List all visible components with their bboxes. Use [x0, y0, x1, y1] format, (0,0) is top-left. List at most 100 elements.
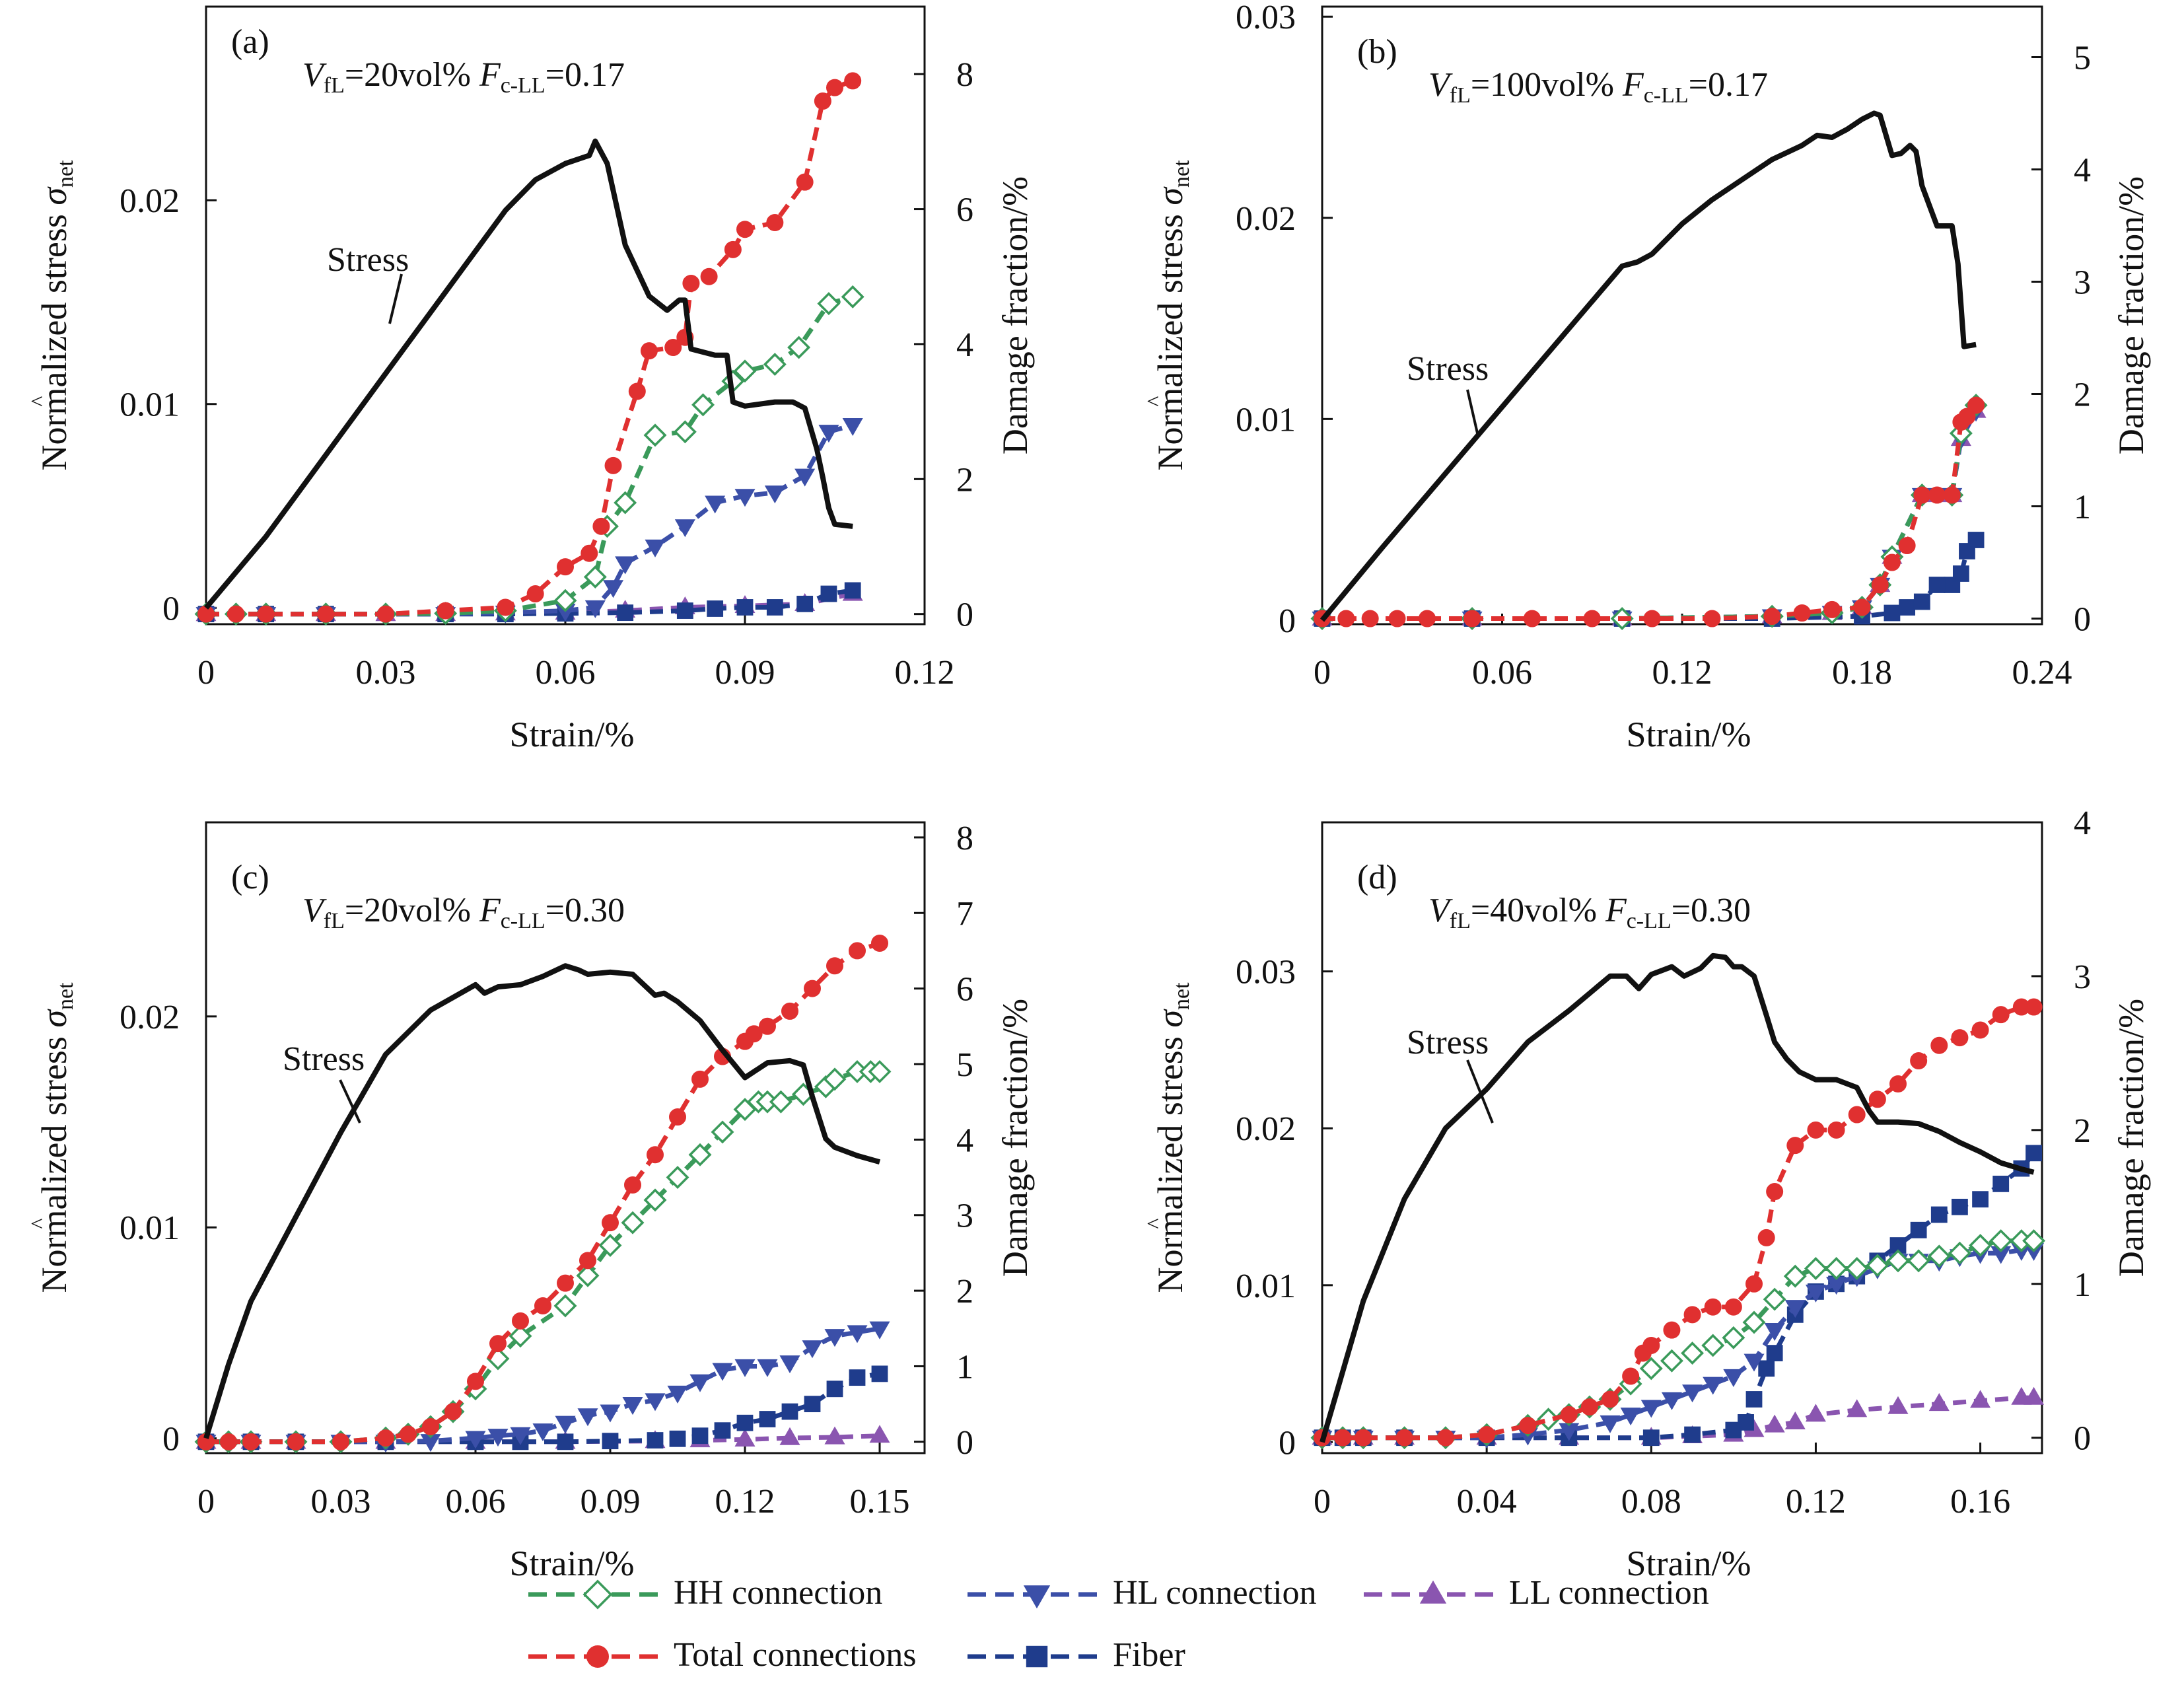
- y2-axis-label: Damage fraction/%: [2111, 176, 2151, 454]
- stress-curve: [203, 138, 853, 610]
- y-tick-label: 0: [162, 590, 180, 627]
- data-point-hl: [674, 519, 695, 538]
- data-point-total: [1898, 537, 1916, 554]
- x-tick-label: 0.09: [581, 1483, 641, 1520]
- y-tick-label: 0.02: [120, 182, 180, 220]
- legend: HH connection HL connection LL connection T…: [528, 1574, 1709, 1674]
- data-point-fiber: [1972, 1191, 1989, 1208]
- series-line-hh: [1322, 1238, 2034, 1441]
- data-point-total: [489, 1335, 507, 1353]
- x-tick-label: 0: [1314, 1483, 1331, 1520]
- data-point-fiber: [1684, 1426, 1701, 1443]
- data-point-hl: [1620, 1408, 1641, 1426]
- data-point-total: [1388, 610, 1406, 627]
- x-tick-label: 0.06: [1472, 654, 1532, 692]
- series-line-ll: [1322, 1395, 2034, 1441]
- y2-tick-label: 1: [2074, 489, 2091, 526]
- data-point-hh: [666, 1166, 689, 1190]
- data-point-fiber: [1642, 1429, 1660, 1447]
- data-point-hl: [824, 1329, 845, 1347]
- data-point-fiber: [647, 1432, 664, 1449]
- y-axis-label-hat: ^: [27, 1218, 52, 1229]
- data-point-fiber: [849, 1369, 866, 1386]
- data-point-hh: [1989, 1229, 2013, 1253]
- data-point-fiber: [844, 582, 861, 599]
- y-axis-label-symbol: σ: [1150, 186, 1190, 205]
- data-point-total: [700, 268, 718, 285]
- panel-label: (a): [231, 23, 269, 61]
- data-point-hl: [645, 1393, 666, 1412]
- data-point-total: [1827, 1121, 1845, 1139]
- x-axis-label: Strain/%: [1627, 1544, 1751, 1583]
- data-point-hh: [2022, 1229, 2046, 1253]
- y2-tick-label: 2: [2074, 376, 2091, 414]
- data-point-total: [1853, 598, 1871, 616]
- data-point-ll: [1784, 1412, 1806, 1430]
- parameter-annotation: VfL=40vol% Fc-LL=0.30: [1428, 892, 1751, 933]
- data-point-hl: [689, 1374, 711, 1392]
- series-hl: [1312, 1242, 2045, 1449]
- legend-marker-fiber: [1026, 1645, 1048, 1668]
- legend-item-fiber: Fiber: [968, 1636, 1185, 1674]
- data-point-hh: [817, 292, 841, 316]
- param-f-subscript: c-LL: [1627, 909, 1672, 933]
- data-point-fiber: [826, 1380, 843, 1398]
- param-f-value: =0.17: [1689, 66, 1768, 104]
- y-axis-label-subscript: net: [53, 982, 78, 1010]
- data-point-fiber: [796, 595, 814, 612]
- param-v-value: =20vol%: [345, 56, 479, 94]
- data-point-fiber: [691, 1427, 709, 1445]
- data-point-hh: [553, 1294, 577, 1318]
- y2-tick-label: 6: [956, 971, 973, 1009]
- series-hh: [194, 285, 864, 626]
- param-v-subscript: fL: [1450, 909, 1471, 933]
- data-point-fiber: [1738, 1414, 1754, 1431]
- data-point-total: [579, 1252, 596, 1270]
- y-tick-label: 0.01: [120, 386, 180, 424]
- data-point-fiber: [736, 599, 754, 616]
- data-point-total: [1883, 554, 1901, 571]
- data-point-total: [849, 942, 866, 960]
- data-point-hh: [1825, 1257, 1849, 1280]
- y-axis-label: Normalized stress σnet: [1150, 982, 1194, 1293]
- legend-item-hh: HH connection: [528, 1574, 882, 1612]
- data-point-hh: [1681, 1341, 1705, 1365]
- data-point-fiber: [1992, 1175, 2010, 1192]
- y2-tick-label: 8: [956, 820, 973, 857]
- data-point-total: [664, 339, 682, 357]
- param-v-symbol: V: [302, 892, 327, 929]
- data-point-ll: [779, 1427, 800, 1445]
- data-point-fiber: [1930, 1206, 1948, 1223]
- y2-tick-label: 3: [2074, 958, 2091, 996]
- data-point-hh: [614, 491, 637, 515]
- data-point-hl: [712, 1363, 733, 1381]
- data-point-hh: [621, 1211, 645, 1234]
- data-point-total: [422, 1417, 439, 1435]
- param-v-subscript: fL: [1450, 83, 1471, 108]
- data-point-hl: [818, 425, 839, 443]
- y-axis-label-symbol: σ: [1150, 1009, 1190, 1028]
- data-point-total: [1745, 1275, 1763, 1293]
- y-axis-label-symbol: σ: [34, 186, 74, 205]
- data-point-total: [526, 585, 544, 603]
- x-tick-label: 0.09: [715, 654, 775, 692]
- data-point-total: [826, 79, 843, 96]
- legend-marker-hh: [582, 1579, 613, 1610]
- data-point-hh: [763, 353, 787, 376]
- x-axis-label: Strain/%: [1627, 715, 1751, 754]
- data-point-hl: [465, 1431, 486, 1449]
- data-point-total: [2025, 998, 2043, 1016]
- data-point-total: [1766, 1183, 1784, 1201]
- chart-panel-a: 0 0.03 0.06 0.09 0.1200.010.0202468Strain/%N…: [27, 5, 1035, 754]
- stress-leader-line: [1466, 389, 1479, 437]
- data-point-ll: [869, 1425, 890, 1443]
- data-point-total: [1683, 1306, 1701, 1324]
- data-point-total: [628, 382, 646, 400]
- y2-tick-label: 4: [2074, 152, 2091, 190]
- data-point-total: [759, 1017, 776, 1035]
- data-point-hl: [622, 1397, 643, 1415]
- stress-curve: [1320, 952, 2035, 1443]
- legend-item-hl: HL connection: [968, 1574, 1317, 1612]
- data-point-ll: [1847, 1399, 1868, 1417]
- data-point-total: [1523, 610, 1541, 627]
